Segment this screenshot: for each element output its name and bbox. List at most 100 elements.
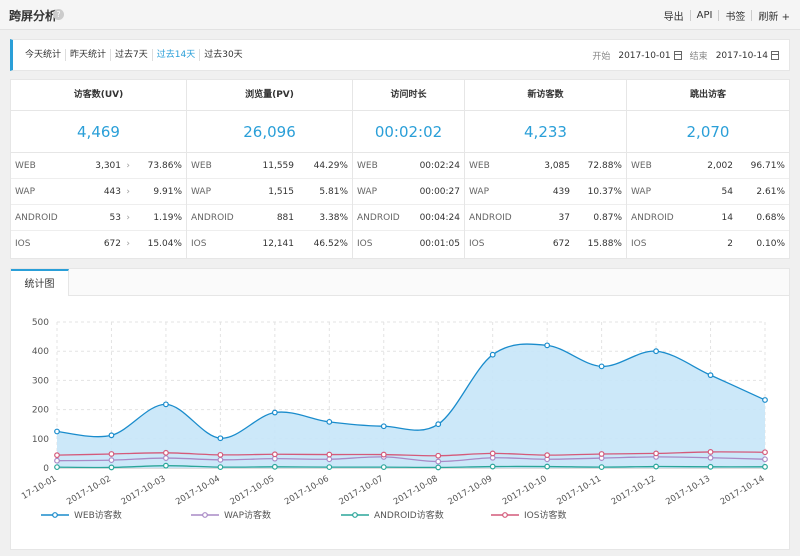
top-bar: 跨屏分析 ? 导出 API 书签 刷新 + <box>0 0 800 30</box>
legend-marker <box>502 512 508 518</box>
y-tick-label: 0 <box>43 464 49 474</box>
divider <box>718 10 720 21</box>
range-yesterday[interactable]: 昨天统计 <box>66 49 112 61</box>
series-line <box>56 343 766 439</box>
stats-table: 访客数(UV) 4,469 WEB 3,301 › 73.86% WAP 443 › 9.9… <box>10 79 790 259</box>
date-range-tabs: 今天统计 昨天统计 过去7天 过去14天 过去30天 <box>21 49 247 61</box>
stat-column-pv: 浏览量(PV) 26,096 WEB 11,559 44.29% WAP 1,515 5… <box>187 80 353 258</box>
row-label: ANDROID <box>631 213 674 223</box>
chart-tabs: 统计图 <box>11 269 789 296</box>
data-point <box>762 449 768 456</box>
row-label: IOS <box>357 239 373 249</box>
data-point <box>762 456 768 463</box>
row-value: 53 <box>109 213 121 223</box>
row-label: WAP <box>469 187 489 197</box>
api-button[interactable]: API <box>696 10 713 21</box>
range-30-days[interactable]: 过去30天 <box>204 50 243 60</box>
row-percent: 72.88% <box>587 161 622 171</box>
x-tick-label: 2017-10-07 <box>337 474 385 507</box>
export-button[interactable]: 导出 <box>663 12 684 23</box>
stat-total: 00:02:02 <box>353 111 464 153</box>
row-percent: 96.71% <box>750 161 785 171</box>
stat-header: 访客数(UV) <box>11 80 186 111</box>
help-icon[interactable]: ? <box>53 9 64 20</box>
row-percent: 10.37% <box>587 187 622 197</box>
chevron-right-icon[interactable]: › <box>126 161 130 171</box>
data-point <box>489 450 496 457</box>
data-point <box>653 348 659 355</box>
stat-total: 4,469 <box>11 111 186 153</box>
row-value: 00:01:05 <box>419 239 460 249</box>
row-percent: 0.87% <box>593 213 622 223</box>
start-date-input[interactable]: 2017-10-01 <box>618 50 671 61</box>
legend-label: IOS访客数 <box>524 509 566 521</box>
y-tick-label: 200 <box>32 406 49 416</box>
data-point <box>653 463 659 470</box>
data-point <box>598 464 605 471</box>
range-14-days[interactable]: 过去14天 <box>153 49 201 61</box>
row-percent: 2.61% <box>756 187 785 197</box>
table-row: IOS 12,141 46.52% <box>187 231 352 257</box>
data-point <box>707 372 714 379</box>
series-line <box>56 451 766 457</box>
stat-column-new-visitors: 新访客数 4,233 WEB 3,085 72.88% WAP 439 10.37% A… <box>465 80 627 258</box>
data-point <box>707 454 714 461</box>
row-value: 14 <box>721 213 733 223</box>
table-row: WEB 3,085 72.88% <box>465 153 626 179</box>
row-percent: 5.81% <box>319 187 348 197</box>
stat-column-duration: 访问时长 00:02:02 WEB 00:02:24 WAP 00:00:27 AN… <box>353 80 465 258</box>
row-value: 11,559 <box>262 161 295 171</box>
range-today[interactable]: 今天统计 <box>21 49 67 61</box>
end-date-input[interactable]: 2017-10-14 <box>715 50 768 61</box>
top-actions: 导出 API 书签 刷新 + <box>658 8 796 23</box>
data-point <box>326 418 333 425</box>
data-point <box>217 456 224 463</box>
data-point <box>435 458 442 465</box>
tab-chart[interactable]: 统计图 <box>11 269 69 296</box>
x-tick-label: 17-10-01 <box>20 474 58 502</box>
stat-header: 跳出访客 <box>627 80 789 111</box>
data-point <box>108 432 115 439</box>
range-7-days[interactable]: 过去7天 <box>111 49 153 61</box>
calendar-icon[interactable] <box>673 51 682 60</box>
data-point <box>326 456 333 463</box>
row-value: 881 <box>276 213 294 223</box>
data-point <box>762 397 768 403</box>
data-point <box>163 462 169 469</box>
table-row: WAP 54 2.61% <box>627 179 789 205</box>
data-point <box>544 452 551 459</box>
table-row: WEB 3,301 › 73.86% <box>11 153 186 179</box>
stat-total: 4,233 <box>465 111 626 153</box>
data-point <box>380 423 387 430</box>
row-percent: 9.91% <box>153 187 182 197</box>
data-point <box>217 435 224 442</box>
data-point <box>217 464 224 471</box>
table-row: ANDROID 14 0.68% <box>627 205 789 231</box>
stat-header: 新访客数 <box>465 80 626 111</box>
table-row: ANDROID 881 3.38% <box>187 205 352 231</box>
x-tick-label: 2017-10-13 <box>664 474 712 507</box>
data-point <box>54 428 60 435</box>
y-tick-label: 300 <box>32 376 49 386</box>
legend-label: ANDROID访客数 <box>374 509 444 521</box>
row-label: ANDROID <box>15 213 58 223</box>
row-label: WEB <box>631 161 652 171</box>
refresh-button[interactable]: 刷新 + <box>758 12 790 23</box>
x-tick-label: 2017-10-10 <box>501 474 549 507</box>
row-value: 00:02:24 <box>419 161 460 171</box>
data-point <box>163 401 169 408</box>
chevron-right-icon[interactable]: › <box>126 239 130 249</box>
chevron-right-icon[interactable]: › <box>126 213 130 223</box>
table-row: WAP 00:00:27 <box>353 179 464 205</box>
data-point <box>271 451 278 458</box>
chevron-right-icon[interactable]: › <box>126 187 130 197</box>
row-percent: 0.68% <box>756 213 785 223</box>
data-point <box>435 421 442 428</box>
row-percent: 15.88% <box>587 239 622 249</box>
table-row: WEB 00:02:24 <box>353 153 464 179</box>
calendar-icon[interactable] <box>771 51 779 60</box>
row-label: WEB <box>15 161 36 171</box>
filter-bar: 今天统计 昨天统计 过去7天 过去14天 过去30天 开始 2017-10-01… <box>10 39 790 71</box>
bookmark-button[interactable]: 书签 <box>725 12 746 23</box>
chart-panel: 统计图 0 100 200 300 400 500 17-10-01 2017-10-02 20… <box>10 268 790 550</box>
